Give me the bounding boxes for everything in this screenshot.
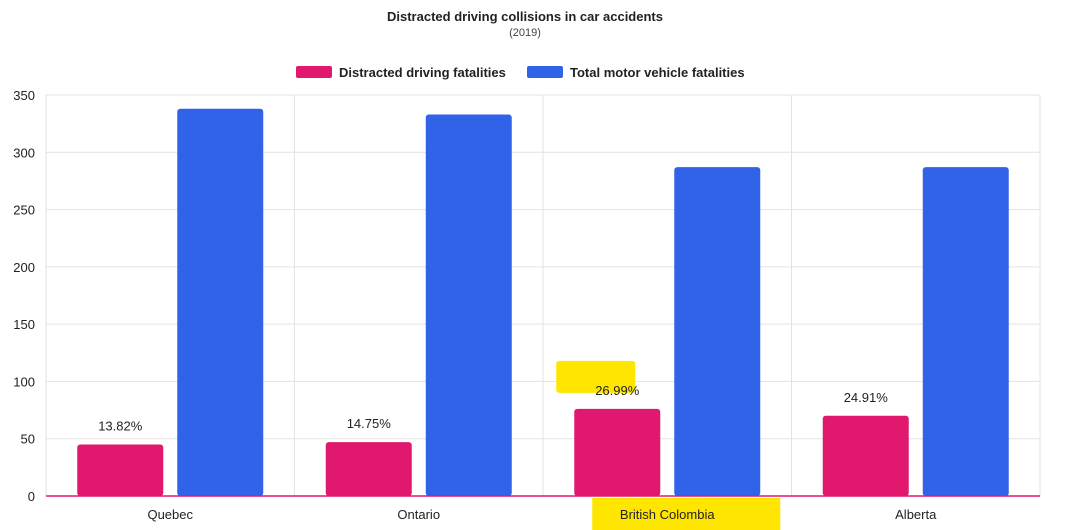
y-tick-label: 350 [13, 88, 35, 103]
legend: Distracted driving fatalities Total moto… [296, 65, 745, 80]
legend-label-total: Total motor vehicle fatalities [570, 65, 745, 80]
data-label: 13.82% [98, 418, 143, 433]
axes: 0 50 100 150 200 250 300 350 Quebec Ontario Britis… [13, 88, 1040, 522]
x-tick-label: Ontario [397, 507, 440, 522]
x-tick-label: British Colombia [620, 507, 715, 522]
data-label: 24.91% [844, 390, 889, 405]
chart-subtitle: (2019) [509, 27, 541, 39]
bar-total [425, 114, 512, 496]
bars [77, 108, 1009, 497]
y-tick-label: 250 [13, 203, 35, 218]
x-tick-label: Alberta [895, 507, 937, 522]
highlight-category-label [592, 498, 781, 530]
y-tick-label: 200 [13, 260, 35, 275]
data-label: 26.99% [595, 383, 640, 398]
bar-distracted [822, 415, 909, 496]
x-tick-label: Quebec [147, 507, 193, 522]
y-tick-label: 100 [13, 374, 35, 389]
legend-label-distracted: Distracted driving fatalities [339, 65, 506, 80]
data-labels: 13.82% 14.75% 26.99% 24.91% [98, 383, 888, 434]
legend-swatch-total [527, 66, 563, 78]
y-tick-label: 0 [28, 489, 35, 504]
legend-swatch-distracted [296, 66, 332, 78]
y-tick-label: 50 [21, 432, 35, 447]
bar-distracted [574, 408, 661, 496]
data-label: 14.75% [347, 416, 392, 431]
y-tick-label: 150 [13, 317, 35, 332]
chart-title: Distracted driving collisions in car acc… [387, 9, 663, 24]
bar-total [674, 167, 761, 496]
highlight-data-label [556, 360, 636, 393]
bar-distracted [77, 444, 164, 496]
bar-distracted [325, 442, 412, 496]
y-tick-label: 300 [13, 145, 35, 160]
highlight-marks [556, 360, 781, 530]
bar-total [922, 167, 1009, 496]
bar-total [177, 108, 264, 497]
